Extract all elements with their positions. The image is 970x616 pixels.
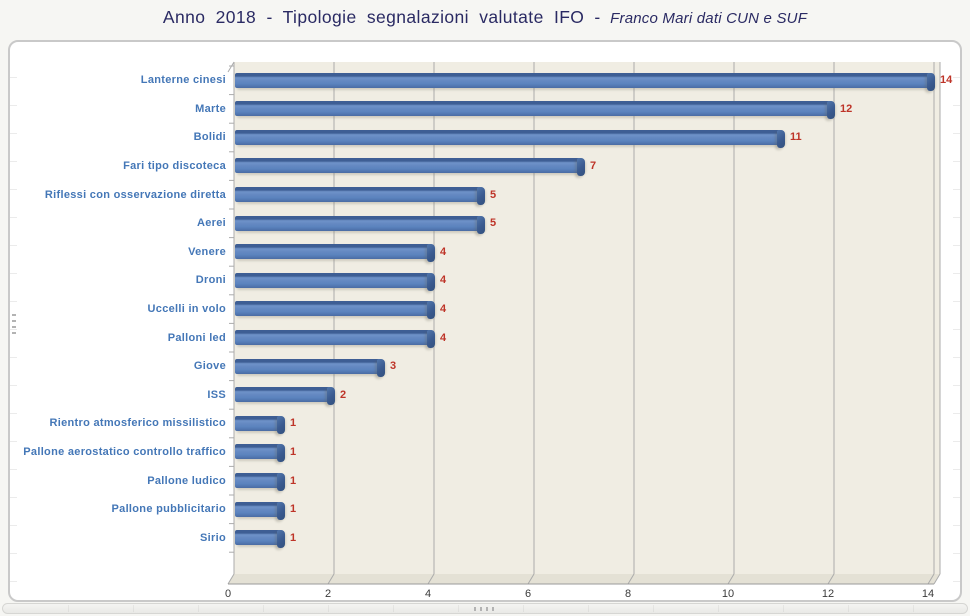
bar-rows-container: Lanterne cinesi 14 Marte 12 Bolidi 11 Fari tip… (10, 66, 960, 553)
bar[interactable] (235, 501, 285, 520)
bar-row: Fari tipo discoteca 7 (10, 152, 960, 181)
value-label: 4 (440, 274, 447, 287)
category-label: Marte (195, 102, 226, 115)
category-label: Pallone ludico (147, 474, 226, 487)
bar-row: Sirio 1 (10, 524, 960, 553)
value-label: 3 (390, 360, 397, 373)
chart-title-separator: - (594, 7, 601, 27)
x-axis-tick-label: 12 (821, 588, 835, 600)
plot-floor-3d (228, 574, 940, 584)
chart-frame: Lanterne cinesi 14 Marte 12 Bolidi 11 Fari tip… (8, 40, 962, 602)
bar-row: Giove 3 (10, 352, 960, 381)
x-axis: 0 2 4 6 8 10 12 14 (10, 588, 960, 604)
bar-row: Riflessi con osservazione diretta 5 (10, 180, 960, 209)
value-label: 5 (490, 188, 497, 201)
bar-row: Rientro atmosferico missilistico 1 (10, 409, 960, 438)
chart-title-main: Anno 2018 - Tipologie segnalazioni valut… (162, 7, 585, 27)
category-label: Uccelli in volo (147, 303, 226, 316)
left-scroll-grip[interactable] (12, 314, 16, 336)
bar-row: Pallone aerostatico controllo traffico 1 (10, 438, 960, 467)
value-label: 7 (590, 160, 597, 173)
value-label: 2 (340, 388, 347, 401)
value-label: 1 (290, 446, 297, 459)
category-label: Sirio (200, 531, 226, 544)
bar[interactable] (235, 101, 835, 120)
bar-row: Pallone pubblicitario 1 (10, 495, 960, 524)
bar[interactable] (235, 358, 385, 377)
x-axis-tick-label: 4 (424, 588, 432, 600)
value-label: 1 (290, 474, 297, 487)
bar[interactable] (235, 387, 335, 406)
x-axis-tick-label: 10 (721, 588, 735, 600)
bar-row: Bolidi 11 (10, 123, 960, 152)
plot-area (234, 62, 940, 574)
value-label: 5 (490, 217, 497, 230)
bar[interactable] (235, 215, 485, 234)
bar-row: Lanterne cinesi 14 (10, 66, 960, 95)
category-label: Droni (195, 274, 226, 287)
bar-row: Uccelli in volo 4 (10, 295, 960, 324)
category-label: Aerei (196, 217, 226, 230)
bar[interactable] (235, 444, 285, 463)
category-label: Pallone aerostatico controllo traffico (23, 446, 226, 459)
bar[interactable] (235, 530, 285, 549)
category-label: Rientro atmosferico missilistico (49, 417, 226, 430)
bar[interactable] (235, 244, 435, 263)
bar-row: Palloni led 4 (10, 323, 960, 352)
category-label: ISS (207, 388, 226, 401)
bar[interactable] (235, 415, 285, 434)
bar-row: Pallone ludico 1 (10, 466, 960, 495)
bar-row: Droni 4 (10, 266, 960, 295)
category-label: Pallone pubblicitario (111, 503, 226, 516)
right-edge-ruler (953, 50, 960, 592)
value-label: 11 (790, 131, 802, 144)
x-axis-tick-label: 8 (624, 588, 632, 600)
value-label: 4 (440, 331, 447, 344)
value-label: 12 (840, 102, 853, 115)
bar[interactable] (235, 72, 935, 91)
category-label: Riflessi con osservazione diretta (44, 188, 226, 201)
x-axis-tick-label: 2 (324, 588, 332, 600)
bar-row: Venere 4 (10, 238, 960, 267)
bar[interactable] (235, 186, 485, 205)
x-axis-tick-label: 6 (524, 588, 532, 600)
value-label: 1 (290, 417, 297, 430)
bar[interactable] (235, 301, 435, 320)
bar-row: ISS 2 (10, 381, 960, 410)
category-label: Lanterne cinesi (140, 74, 226, 87)
category-label: Fari tipo discoteca (123, 160, 226, 173)
scrollbar-grip[interactable] (474, 607, 496, 611)
value-label: 4 (440, 245, 447, 258)
bar-row: Marte 12 (10, 95, 960, 124)
bar[interactable] (235, 158, 585, 177)
bar[interactable] (235, 472, 285, 491)
value-label: 1 (290, 531, 297, 544)
bar[interactable] (235, 129, 785, 148)
category-label: Bolidi (193, 131, 226, 144)
value-label: 1 (290, 503, 297, 516)
value-label: 14 (940, 74, 953, 87)
value-label: 4 (440, 303, 447, 316)
category-label: Palloni led (167, 331, 226, 344)
chart-title: Anno 2018 - Tipologie segnalazioni valut… (0, 7, 970, 28)
chart-title-attribution: Franco Mari dati CUN e SUF (610, 10, 808, 27)
bar[interactable] (235, 329, 435, 348)
bar-row: Aerei 5 (10, 209, 960, 238)
bar[interactable] (235, 272, 435, 291)
x-axis-tick-label: 14 (921, 588, 935, 600)
category-label: Giove (193, 360, 226, 373)
x-axis-tick-label: 0 (224, 588, 232, 600)
category-label: Venere (188, 245, 226, 258)
horizontal-scrollbar[interactable] (2, 603, 968, 614)
